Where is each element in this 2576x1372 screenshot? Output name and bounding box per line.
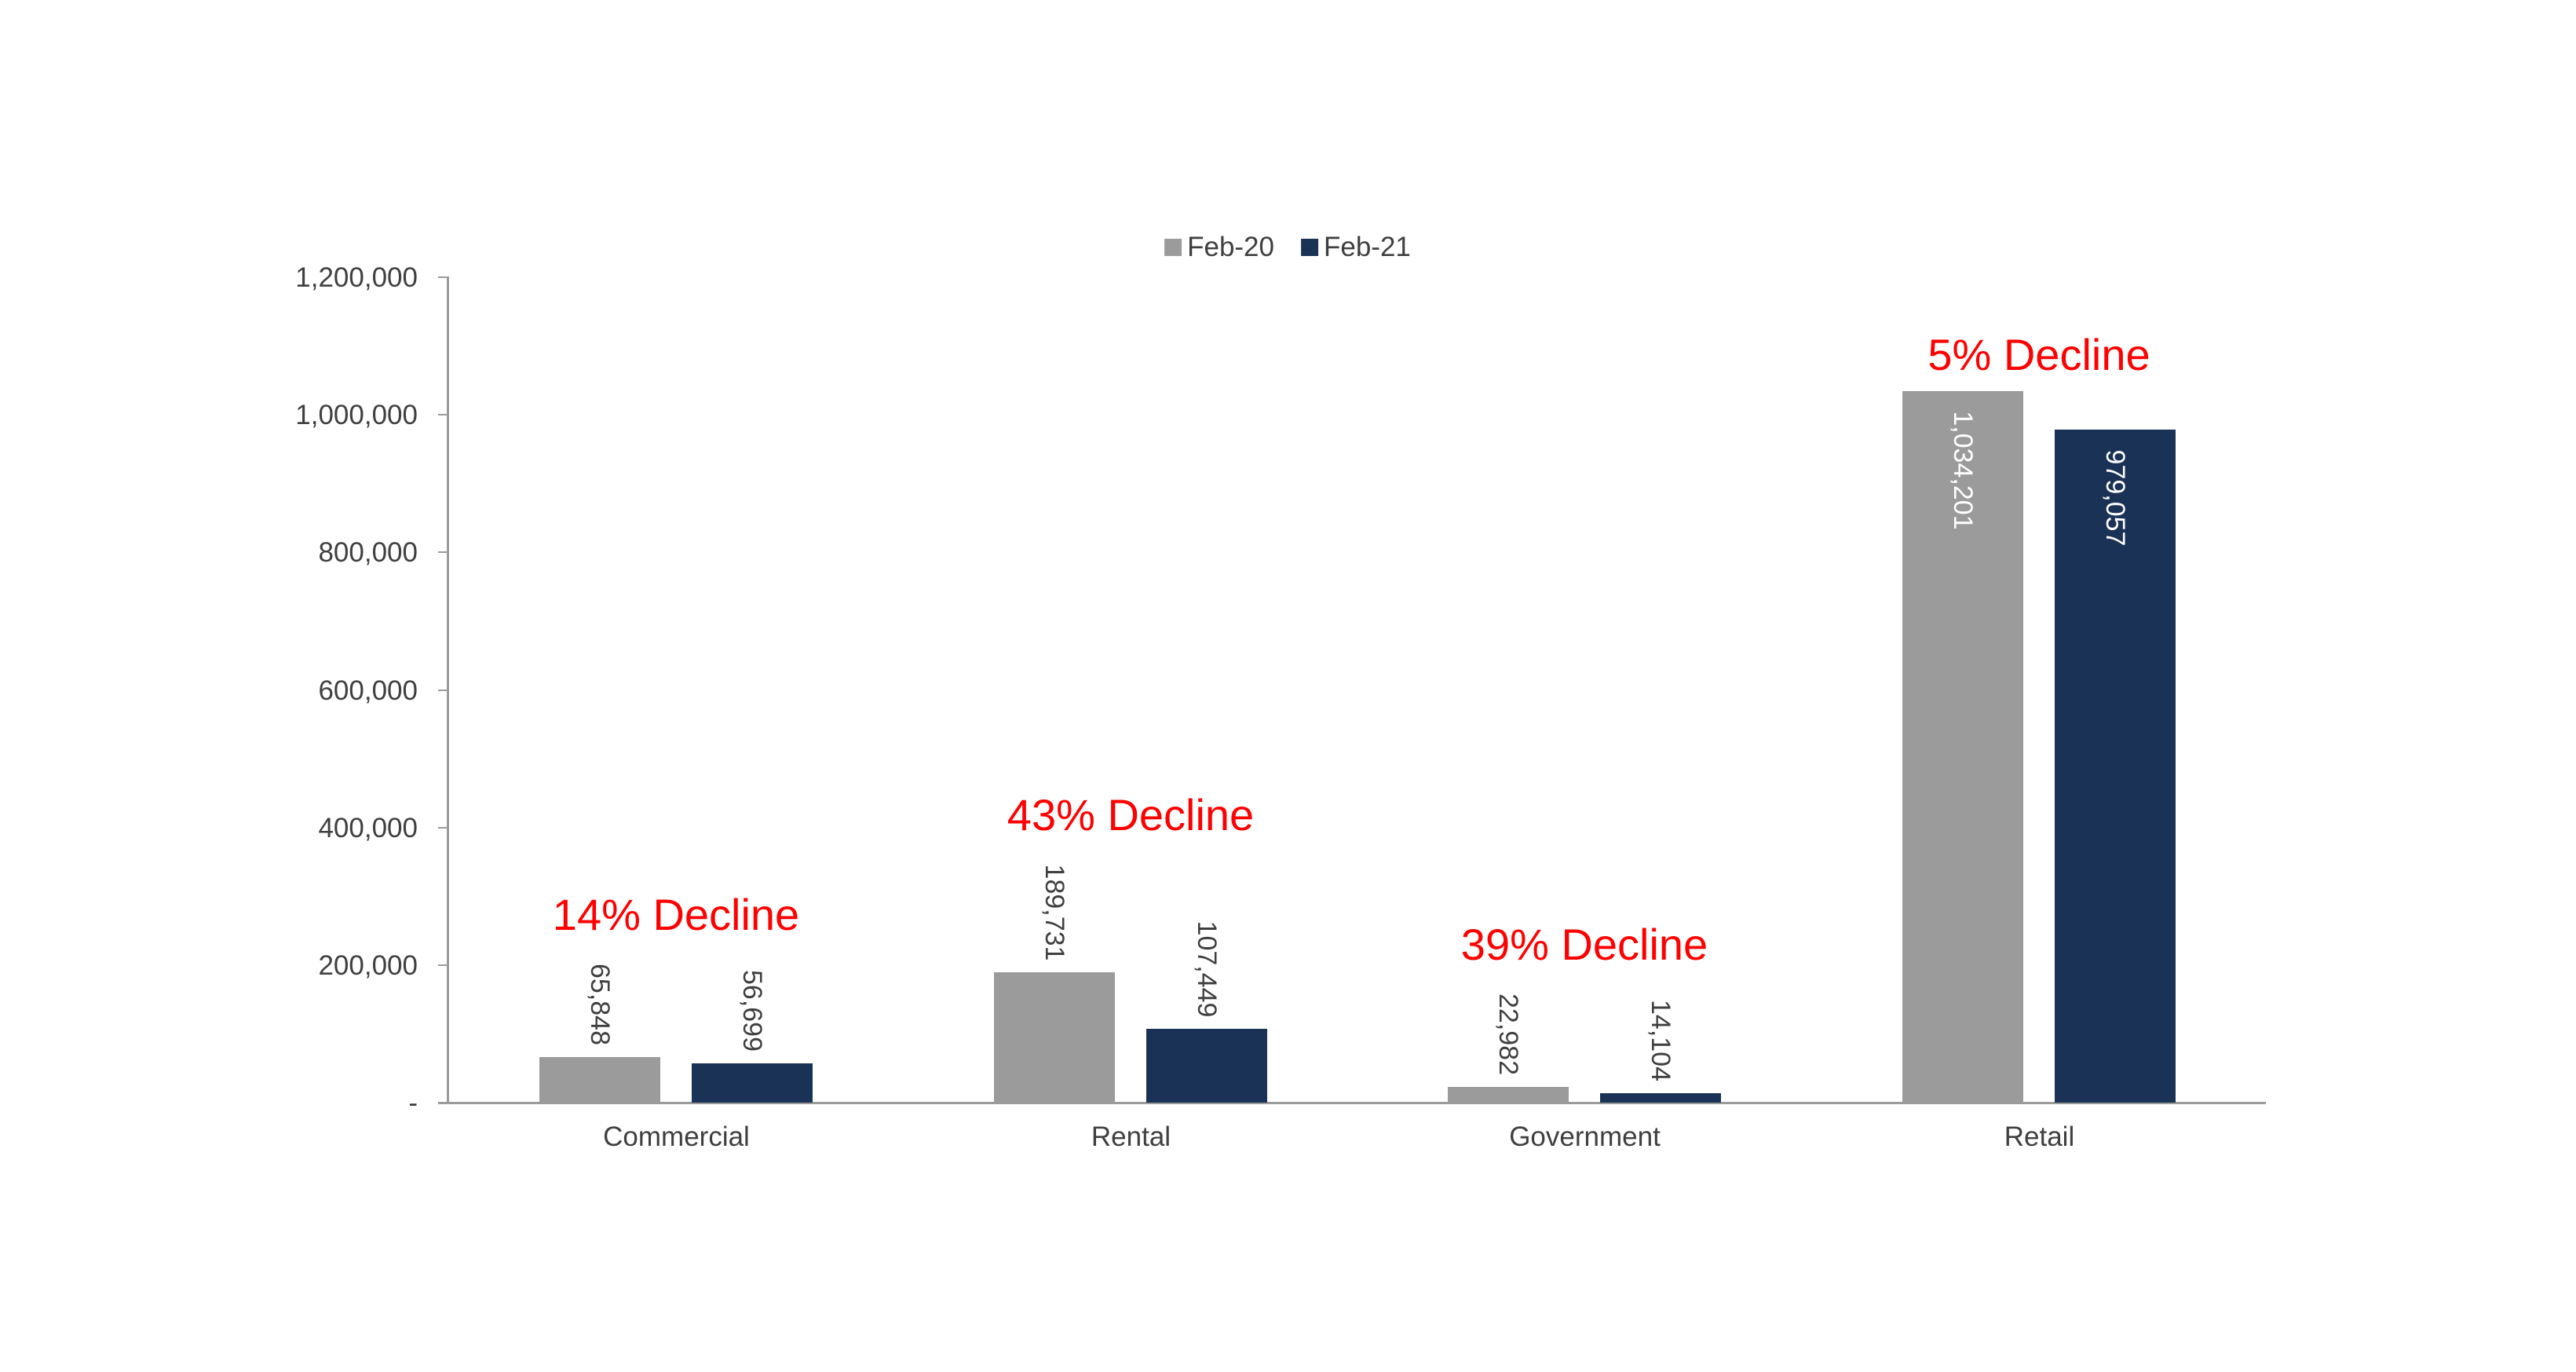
y-axis-tick-label: 1,200,000 [295,262,418,293]
x-axis-category-label-rental: Rental [1091,1121,1171,1152]
legend-item-feb-21: Feb-21 [1301,233,1411,261]
decline-annotation-retail: 5% Decline [1927,330,2150,379]
y-axis-tick-label: 800,000 [318,537,418,568]
legend-item-feb-20: Feb-20 [1164,233,1274,261]
y-axis-tick-label: - [408,1088,418,1118]
legend-label-feb-21: Feb-21 [1324,232,1411,262]
y-axis-tick-label: 600,000 [318,675,418,706]
decline-annotation-commercial: 14% Decline [552,890,800,939]
bar-feb-21-government [1600,1093,1721,1103]
bar-value-label-feb-20-government: 22,982 [1493,993,1523,1075]
bar-value-label-feb-21-rental: 107,449 [1192,920,1222,1018]
legend-swatch-feb-21-icon [1301,238,1318,256]
y-axis-tick [438,827,449,829]
bar-value-label-feb-20-commercial: 65,848 [585,964,615,1045]
y-axis-tick-label: 400,000 [318,813,418,843]
decline-annotation-government: 39% Decline [1460,920,1708,969]
y-axis-tick [438,690,449,691]
bar-value-label-feb-20-retail: 1,034,201 [1948,411,1978,530]
bar-value-label-feb-21-government: 14,104 [1646,1000,1675,1081]
y-axis-tick-label: 200,000 [318,950,418,981]
legend-label-feb-20: Feb-20 [1187,232,1274,262]
x-axis-line [438,1102,2266,1104]
bar-feb-20-government [1448,1087,1569,1103]
y-axis-tick [438,414,449,415]
bar-feb-20-rental [994,972,1115,1103]
bar-value-label-feb-21-retail: 979,057 [2100,449,2130,547]
bar-feb-21-commercial [692,1063,813,1103]
decline-annotation-rental: 43% Decline [1007,790,1255,840]
bar-feb-21-rental [1146,1029,1267,1103]
bar-value-label-feb-20-rental: 189,731 [1040,864,1069,961]
bar-feb-20-commercial [539,1057,660,1103]
legend: Feb-20 Feb-21 [1164,233,1411,261]
y-axis-tick [438,551,449,553]
legend-swatch-feb-20-icon [1164,238,1182,256]
bar-feb-20-retail [1902,391,2023,1103]
y-axis-tick [438,276,449,278]
bar-feb-21-retail [2055,430,2176,1103]
x-axis-category-label-commercial: Commercial [603,1121,750,1152]
y-axis-tick [438,964,449,966]
bar-value-label-feb-21-commercial: 56,699 [737,970,767,1052]
x-axis-category-label-retail: Retail [2004,1121,2075,1152]
x-axis-category-label-government: Government [1509,1121,1661,1152]
y-axis-tick-label: 1,000,000 [295,400,418,430]
